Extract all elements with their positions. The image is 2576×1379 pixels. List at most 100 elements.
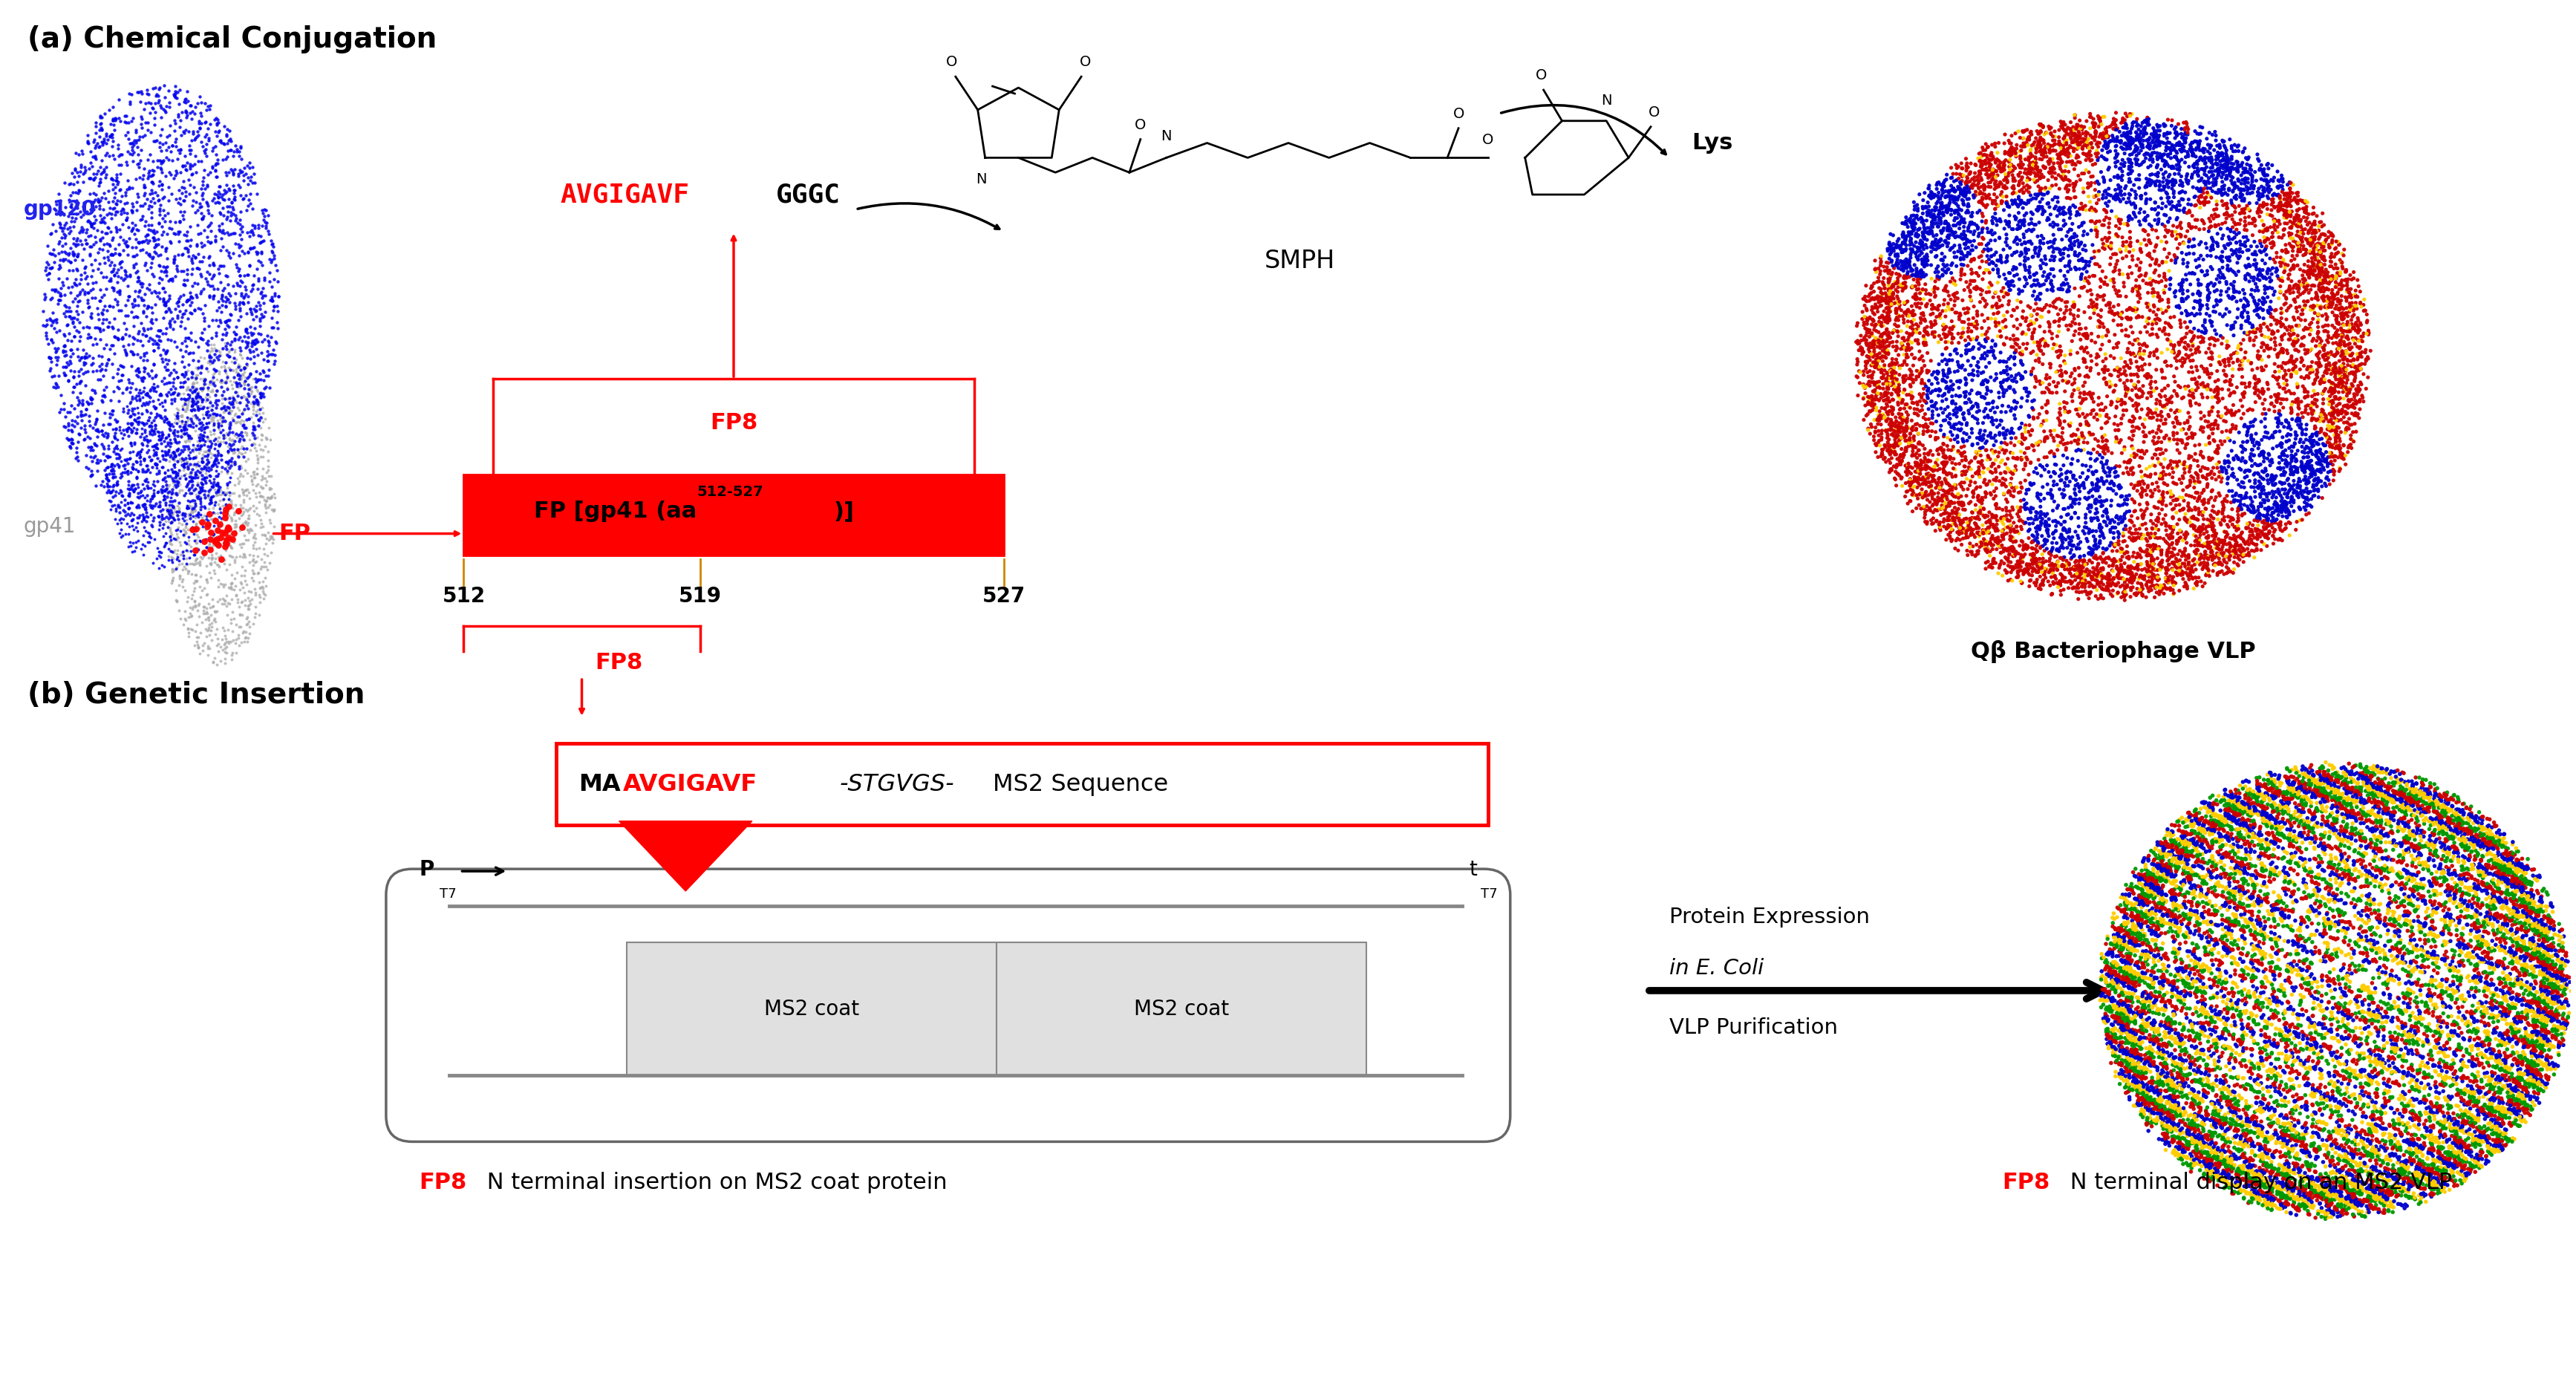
Point xyxy=(129,310,170,332)
Point xyxy=(2094,462,2136,484)
Point xyxy=(2285,268,2326,290)
Point xyxy=(2447,1102,2488,1124)
Point xyxy=(2306,822,2347,844)
Point xyxy=(2499,1003,2540,1025)
Point xyxy=(46,295,88,317)
Point xyxy=(2004,232,2045,254)
Point xyxy=(118,385,160,407)
Point xyxy=(160,443,201,465)
Point xyxy=(1904,501,1945,523)
Point xyxy=(2221,186,2262,208)
Point xyxy=(2195,1139,2236,1161)
Point xyxy=(2179,408,2221,430)
Point xyxy=(2293,228,2334,250)
Point xyxy=(2172,262,2213,284)
Point xyxy=(2195,1158,2236,1180)
Point xyxy=(2249,989,2290,1011)
Point xyxy=(2414,1174,2455,1196)
Point xyxy=(2200,352,2241,374)
Point xyxy=(2385,1156,2427,1178)
Point xyxy=(2244,479,2285,501)
Point xyxy=(2465,1062,2506,1084)
Point xyxy=(1914,270,1955,292)
Point xyxy=(237,444,278,466)
Point xyxy=(1909,498,1950,520)
Point xyxy=(160,450,201,472)
Point xyxy=(2524,917,2566,939)
Point xyxy=(2004,378,2045,400)
Point xyxy=(1850,375,1891,397)
Point xyxy=(2326,1081,2367,1103)
Point xyxy=(2530,964,2571,986)
Point xyxy=(2125,990,2166,1012)
Point xyxy=(2470,837,2512,859)
Point xyxy=(2190,433,2231,455)
Point xyxy=(2375,1040,2416,1062)
Point xyxy=(2496,849,2537,872)
Point xyxy=(2102,1070,2143,1092)
Point xyxy=(2287,1153,2329,1175)
Point xyxy=(2141,1044,2182,1066)
Point xyxy=(2136,444,2177,466)
Point xyxy=(2020,331,2061,353)
Point xyxy=(2040,274,2081,296)
Point xyxy=(1958,521,1999,543)
Point xyxy=(183,466,224,488)
Point xyxy=(2092,971,2133,993)
Point xyxy=(1873,363,1914,385)
Point xyxy=(2040,290,2081,312)
Point xyxy=(2455,986,2496,1008)
Point xyxy=(2298,768,2339,790)
Point xyxy=(1873,412,1914,434)
Point xyxy=(183,407,224,429)
Point xyxy=(2102,462,2143,484)
Point xyxy=(1999,154,2040,177)
Point xyxy=(2236,423,2277,445)
Point xyxy=(2146,1129,2187,1151)
Point xyxy=(2257,170,2298,192)
Point xyxy=(2251,437,2293,459)
Point xyxy=(2388,888,2429,910)
Point xyxy=(1963,506,2004,528)
Point xyxy=(2146,247,2187,269)
Point xyxy=(2311,1041,2352,1063)
Point xyxy=(2120,485,2161,507)
Point xyxy=(2303,918,2344,940)
Point xyxy=(2097,143,2138,165)
Point xyxy=(1844,376,1886,399)
Point xyxy=(209,244,250,266)
Point xyxy=(2267,498,2308,520)
Point xyxy=(252,247,294,269)
Point xyxy=(2128,968,2169,990)
Point xyxy=(85,467,126,490)
Point xyxy=(2025,421,2066,443)
Point xyxy=(2012,219,2053,241)
Point xyxy=(2205,1078,2246,1100)
Point xyxy=(234,236,276,258)
Point xyxy=(1940,356,1981,378)
Point xyxy=(93,197,134,219)
Point xyxy=(2087,319,2128,341)
Point xyxy=(2478,916,2519,938)
Point xyxy=(2123,558,2164,581)
Point xyxy=(204,641,245,663)
Point xyxy=(2045,150,2087,172)
Point xyxy=(2117,554,2159,576)
Point xyxy=(2473,1022,2514,1044)
Point xyxy=(2300,259,2342,281)
Point xyxy=(2172,1092,2213,1114)
Point xyxy=(209,520,250,542)
Point xyxy=(2442,872,2483,894)
Point xyxy=(1947,321,1989,343)
Point xyxy=(129,403,170,425)
Point xyxy=(2517,1009,2558,1031)
Point xyxy=(2488,968,2530,990)
Point xyxy=(2241,1007,2282,1029)
Point xyxy=(2316,363,2357,385)
Point xyxy=(183,277,224,299)
Point xyxy=(2380,952,2421,974)
Point xyxy=(2099,363,2141,385)
Point xyxy=(2414,774,2455,796)
Point xyxy=(1991,514,2032,536)
Point xyxy=(2200,969,2241,992)
